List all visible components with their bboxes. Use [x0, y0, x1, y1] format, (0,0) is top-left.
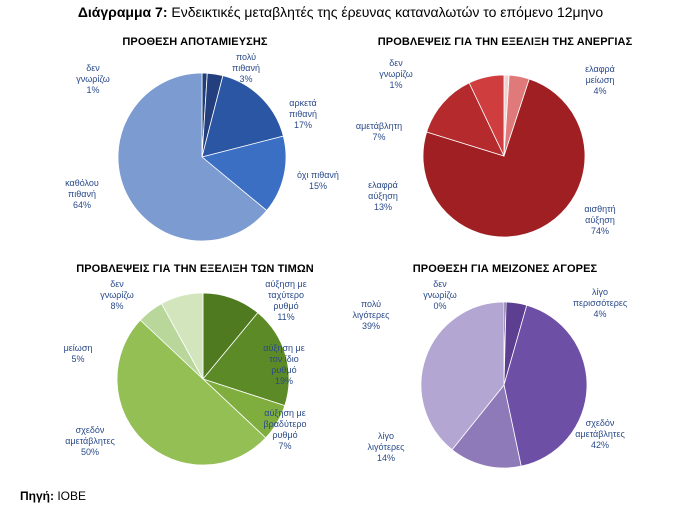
major-purchases-panel: ΠΡΟΘΕΣΗ ΓΙΑ ΜΕΙΖΟΝΕΣ ΑΓΟΡΕΣ δεν γνωρίζω 0%… [340, 261, 670, 493]
pie-slice-2-1 [202, 312, 290, 407]
unemployment-chart-title: ΠΡΟΒΛΕΨΕΙΣ ΓΙΑ ΤΗΝ ΕΞΕΛΙΞΗ ΤΗΣ ΑΝΕΡΓΙΑΣ [377, 36, 633, 48]
pie-slice-0-3 [201, 135, 287, 212]
slice-label-2-3: σχεδόν αμετάβλητες 50% [65, 425, 115, 457]
slice-label-2-1: αύξηση με τον ίδιο ρυθμό 19% [263, 343, 304, 386]
slice-label-2-2: αύξηση με βραδύτερο ρυθμό 7% [263, 408, 306, 451]
slice-label-3-0: δεν γνωρίζω 0% [423, 279, 457, 311]
pie-slice-1-2 [422, 78, 586, 238]
pie-slice-0-2 [201, 75, 284, 158]
savings-intention-panel: ΠΡΟΘΕΣΗ ΑΠΟΤΑΜΙΕΥΣΗΣ δεν γνωρίζω 1% πολύ πιθ… [30, 34, 360, 266]
slice-label-1-4: αμετάβλητη 7% [356, 121, 402, 142]
figure-caption: Ενδεικτικές μεταβλητές της έρευνας καταν… [171, 4, 604, 20]
slice-label-1-0: δεν γνωρίζω 1% [379, 58, 413, 90]
slice-label-1-2: αισθητή αύξηση 74% [584, 204, 615, 236]
source-label: Πηγή: [20, 489, 54, 503]
source-note: Πηγή: ΙΟΒΕ [20, 489, 86, 503]
slice-label-2-4: μείωση 5% [64, 343, 93, 364]
pie-slice-2-3 [116, 319, 267, 466]
figure-number: Διάγραμμα 7: [77, 4, 168, 20]
slice-label-1-3: ελαφρά αύξηση 13% [368, 180, 398, 212]
slice-label-1-1: ελαφρά μείωση 4% [585, 64, 615, 96]
slice-label-3-2: σχεδόν αμετάβλητες 42% [575, 418, 625, 450]
prices-chart-title: ΠΡΟΒΛΕΨΕΙΣ ΓΙΑ ΤΗΝ ΕΞΕΛΙΞΗ ΤΩΝ ΤΙΜΩΝ [76, 263, 314, 275]
unemployment-forecast-panel: ΠΡΟΒΛΕΨΕΙΣ ΓΙΑ ΤΗΝ ΕΞΕΛΙΞΗ ΤΗΣ ΑΝΕΡΓΙΑΣ … [340, 34, 670, 266]
slice-label-2-5: δεν γνωρίζω 8% [100, 279, 134, 311]
pie-slice-3-2 [503, 304, 588, 467]
pie-slice-2-5 [161, 292, 204, 380]
pie-slice-3-4 [420, 301, 505, 451]
slice-label-3-4: πολύ λιγότερες 39% [353, 299, 391, 331]
slice-label-0-4: καθόλου πιθανή 64% [65, 178, 99, 210]
savings-pie-chart: δεν γνωρίζω 1% πολύ πιθανή 3% αρκετά πιθανή 17% ό… [65, 52, 339, 242]
pie-slice-0-4 [117, 72, 268, 242]
slice-label-3-1: λίγο περισσότερες 4% [573, 287, 628, 319]
pie-slice-1-4 [468, 74, 505, 157]
prices-forecast-panel: ΠΡΟΒΛΕΨΕΙΣ ΓΙΑ ΤΗΝ ΕΞΕΛΙΞΗ ΤΩΝ ΤΙΜΩΝ αύξ… [30, 261, 360, 493]
prices-pie-chart: αύξηση με ταχύτερο ρυθμό 11% αύξηση με τον ίδ… [64, 279, 307, 466]
purchases-pie-chart: δεν γνωρίζω 0% λίγο περισσότερες 4% σχεδόν αμετ… [353, 279, 628, 469]
pie-slice-1-3 [426, 82, 505, 157]
unemployment-pie-chart: δεν γνωρίζω 1% ελαφρά μείωση 4% αισθητή αύξηση 7… [356, 58, 616, 238]
slice-label-0-0: δεν γνωρίζω 1% [76, 63, 110, 95]
slice-label-2-0: αύξηση με ταχύτερο ρυθμό 11% [265, 279, 306, 322]
slice-label-0-1: πολύ πιθανή 3% [232, 52, 260, 84]
purchases-chart-title: ΠΡΟΘΕΣΗ ΓΙΑ ΜΕΙΖΟΝΕΣ ΑΓΟΡΕΣ [412, 263, 598, 275]
slice-label-0-2: αρκετά πιθανή 17% [289, 98, 317, 130]
pie-slice-3-3 [451, 384, 522, 469]
source-value: ΙΟΒΕ [57, 489, 87, 503]
slice-label-0-3: όχι πιθανή 15% [297, 170, 339, 191]
page-title: Διάγραμμα 7: Ενδεικτικές μεταβλητές της … [0, 4, 681, 20]
slice-label-3-3: λίγο λιγότερες 14% [368, 431, 406, 463]
savings-chart-title: ΠΡΟΘΕΣΗ ΑΠΟΤΑΜΙΕΥΣΗΣ [122, 36, 268, 48]
